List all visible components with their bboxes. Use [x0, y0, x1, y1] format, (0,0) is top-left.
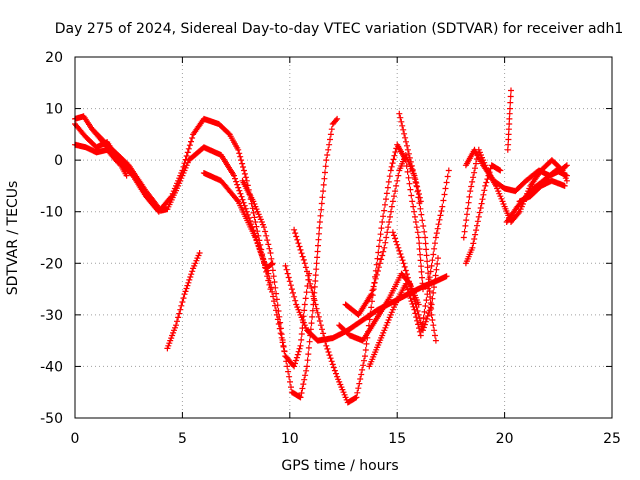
- series-arc-9: [291, 141, 426, 406]
- series-arc-5: [164, 250, 203, 352]
- series-markers: [389, 229, 441, 334]
- x-tick-label: 0: [71, 431, 80, 447]
- data-points: [72, 87, 570, 406]
- y-tick-label: -30: [40, 308, 63, 324]
- series-arc-17: [462, 162, 504, 267]
- y-tick-label: 0: [54, 153, 63, 169]
- y-axis-label: SDTVAR / TECUs: [5, 181, 21, 296]
- series-markers: [396, 110, 439, 344]
- x-tick-label: 10: [281, 431, 299, 447]
- series-markers: [516, 177, 568, 205]
- y-tick-label: -10: [40, 205, 63, 221]
- x-tick-label: 25: [603, 431, 621, 447]
- series-markers: [366, 167, 452, 370]
- y-tick-label: 20: [45, 50, 63, 66]
- series-arc-6: [200, 170, 313, 370]
- x-tick-label: 20: [496, 431, 514, 447]
- x-axis-label: GPS time / hours: [281, 458, 398, 474]
- y-tick-label: 10: [45, 102, 63, 118]
- series-arc-7: [239, 115, 341, 401]
- series-arc-13: [396, 110, 439, 344]
- series-arc-12: [366, 167, 452, 370]
- chart-title: Day 275 of 2024, Sidereal Day-to-day VTE…: [55, 21, 623, 37]
- series-arc-14: [389, 229, 441, 334]
- series-arc-16: [460, 146, 570, 241]
- y-tick-label: -40: [40, 359, 63, 375]
- series-arc-20: [516, 177, 568, 205]
- series-markers: [200, 170, 313, 370]
- series-arc-4: [89, 126, 130, 179]
- series-markers: [239, 115, 341, 401]
- series-markers: [291, 141, 426, 406]
- series-markers: [504, 87, 514, 153]
- axis-ticks: 0 5 10 15 20 25 20 10 0 -10 -20 -30 -40 -50: [40, 50, 621, 447]
- series-markers: [89, 126, 130, 179]
- plot-frame: [74, 56, 613, 419]
- series-arc-19: [504, 87, 514, 153]
- series-markers: [164, 250, 203, 352]
- x-tick-label: 15: [388, 431, 406, 447]
- series-markers: [460, 146, 570, 241]
- y-tick-label: -50: [40, 411, 63, 427]
- y-tick-label: -20: [40, 256, 63, 272]
- grid: [75, 57, 612, 418]
- x-tick-label: 5: [178, 431, 187, 447]
- series-markers: [462, 162, 504, 267]
